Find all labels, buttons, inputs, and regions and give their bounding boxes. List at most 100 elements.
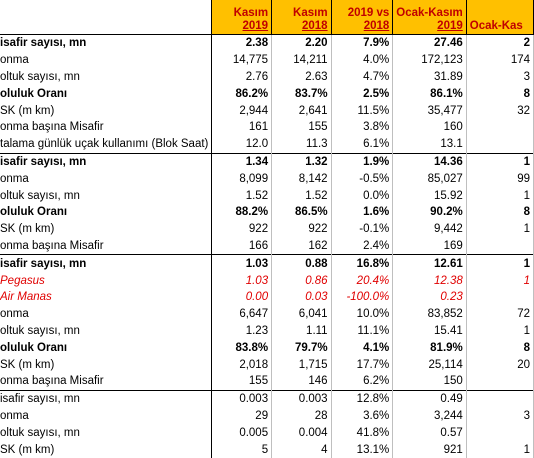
table-body: isafir sayısı, mn 2.38 2.20 7.9% 27.46 2 onma 1…	[0, 33, 534, 458]
value-cell: 12.38	[392, 272, 467, 289]
value-cell: 1.52	[271, 187, 332, 204]
table-row: onma başına Misafir 155 146 6.2% 150	[0, 372, 534, 391]
header-kasim-2019: Kasım 2019	[211, 0, 273, 35]
value-cell: 169	[392, 237, 467, 255]
value-cell: 0.004	[271, 424, 332, 442]
value-cell: 11.1%	[331, 322, 394, 340]
header-ytd-2019: Ocak-Kasım 2019	[392, 0, 467, 35]
value-cell: 7.9%	[331, 33, 394, 52]
value-cell: 81.9%	[392, 339, 467, 357]
value-cell: 16.8%	[331, 254, 394, 273]
value-cell: 83,852	[392, 305, 467, 323]
value-cell: 6.2%	[331, 372, 394, 391]
value-cell: 99	[466, 170, 534, 188]
value-cell: 161	[211, 118, 273, 136]
value-cell: 2.4%	[331, 237, 394, 255]
value-cell: 0.57	[392, 424, 467, 442]
table-row: onma 6,647 6,041 10.0% 83,852 72	[0, 305, 534, 323]
value-cell: 1.6%	[331, 203, 394, 221]
value-cell: 4	[271, 441, 332, 458]
value-cell: 0.003	[271, 389, 332, 408]
value-cell: 922	[211, 220, 273, 238]
value-cell: 1.32	[271, 152, 332, 171]
value-cell: 6.1%	[331, 135, 394, 154]
value-cell: 85,027	[392, 170, 467, 188]
value-cell: -0.5%	[331, 170, 394, 188]
value-cell: 0.003	[211, 389, 273, 408]
value-cell: 0.00	[211, 288, 273, 306]
header-ytd-2018: Ocak-Kas	[466, 0, 534, 35]
row-label: oltuk sayısı, mn	[0, 322, 213, 340]
row-label: Pegasus	[0, 272, 213, 289]
table-row: SK (m km) 922 922 -0.1% 9,442 1	[0, 220, 534, 238]
value-cell: 6,647	[211, 305, 273, 323]
value-cell: 86.2%	[211, 85, 273, 103]
table-row: isafir sayısı, mn 1.34 1.32 1.9% 14.36 1	[0, 152, 534, 171]
table-row: isafir sayısı, mn 1.03 0.88 16.8% 12.61 1	[0, 254, 534, 273]
table-row: onma 8,099 8,142 -0.5% 85,027 99	[0, 170, 534, 188]
value-cell: 12.61	[392, 254, 467, 273]
row-label: isafir sayısı, mn	[0, 254, 213, 273]
value-cell: 8	[466, 203, 534, 221]
table-row: oluluk Oranı 88.2% 86.5% 1.6% 90.2% 8	[0, 203, 534, 221]
value-cell: 14,775	[211, 51, 273, 69]
value-cell: 172,123	[392, 51, 467, 69]
value-cell: 2,944	[211, 102, 273, 119]
value-cell: 31.89	[392, 68, 467, 86]
value-cell: 8	[466, 85, 534, 103]
value-cell: 2.38	[211, 33, 273, 52]
value-cell: 166	[211, 237, 273, 255]
row-label: onma başına Misafir	[0, 118, 213, 136]
value-cell: 8	[466, 339, 534, 357]
table-row: onma 14,775 14,211 4.0% 172,123 174	[0, 51, 534, 69]
header-row: Kasım 2019 Kasım 2018 2019 vs 2018 Ocak-Kas…	[0, 0, 534, 35]
row-label: isafir sayısı, mn	[0, 33, 213, 52]
value-cell: 0.88	[271, 254, 332, 273]
value-cell	[466, 118, 534, 136]
value-cell: -100.0%	[331, 288, 394, 306]
value-cell: 1.11	[271, 322, 332, 340]
row-label: onma	[0, 170, 213, 188]
value-cell: 4.0%	[331, 51, 394, 69]
value-cell: 35,477	[392, 102, 467, 119]
row-label: Air Manas	[0, 288, 213, 306]
value-cell	[466, 372, 534, 391]
value-cell: 2	[466, 33, 534, 52]
value-cell: 20	[466, 356, 534, 373]
value-cell: 41.8%	[331, 424, 394, 442]
value-cell: 3.8%	[331, 118, 394, 136]
value-cell: 2,641	[271, 102, 332, 119]
value-cell: 1	[466, 152, 534, 171]
value-cell: 83.8%	[211, 339, 273, 357]
value-cell: 1	[466, 220, 534, 238]
value-cell: 0.49	[392, 389, 467, 408]
value-cell: 2.20	[271, 33, 332, 52]
value-cell: 5	[211, 441, 273, 458]
value-cell: 922	[271, 220, 332, 238]
value-cell: 162	[271, 237, 332, 255]
value-cell: 17.7%	[331, 356, 394, 373]
row-label: isafir sayısı, mn	[0, 389, 213, 408]
value-cell: 8,099	[211, 170, 273, 188]
row-label: onma başına Misafir	[0, 372, 213, 391]
table-row: onma başına Misafir 166 162 2.4% 169	[0, 237, 534, 255]
value-cell: 1.03	[211, 254, 273, 273]
table-row: Pegasus 1.03 0.86 20.4% 12.38 1	[0, 272, 534, 289]
table-row: oluluk Oranı 83.8% 79.7% 4.1% 81.9% 8	[0, 339, 534, 357]
row-label: oltuk sayısı, mn	[0, 187, 213, 204]
row-label: oluluk Oranı	[0, 339, 213, 357]
value-cell: 155	[271, 118, 332, 136]
value-cell: 86.1%	[392, 85, 467, 103]
value-cell: 1	[466, 187, 534, 204]
value-cell: 11.5%	[331, 102, 394, 119]
value-cell: 83.7%	[271, 85, 332, 103]
row-label: talama günlük uçak kullanımı (Blok Saat)	[0, 135, 213, 154]
table-row: isafir sayısı, mn 0.003 0.003 12.8% 0.49	[0, 389, 534, 408]
row-label: SK (m km)	[0, 102, 213, 119]
value-cell: 4.7%	[331, 68, 394, 86]
value-cell: 15.92	[392, 187, 467, 204]
value-cell: 14,211	[271, 51, 332, 69]
value-cell: 15.41	[392, 322, 467, 340]
value-cell	[466, 389, 534, 408]
